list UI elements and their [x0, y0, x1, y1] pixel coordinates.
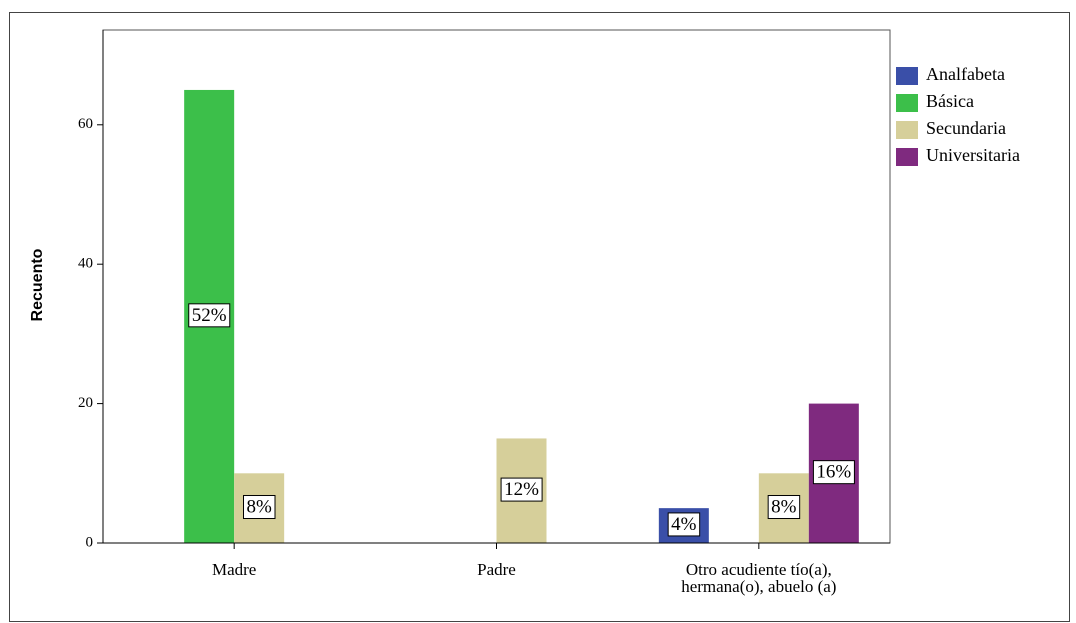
y-tick-label: 40	[78, 256, 93, 272]
value-label: 52%	[188, 303, 231, 328]
x-tick-label: Otro acudiente tío(a), hermana(o), abuelo…	[681, 560, 836, 596]
value-label: 4%	[667, 512, 701, 537]
value-label-text: 16%	[816, 462, 851, 483]
legend-swatch	[896, 148, 918, 166]
y-tick-label: 60	[78, 116, 93, 132]
legend-swatch	[896, 121, 918, 139]
x-tick-label-line: hermana(o), abuelo (a)	[681, 577, 836, 596]
x-tick-label-line: Padre	[477, 560, 516, 579]
value-label: 12%	[500, 477, 543, 502]
frame	[9, 12, 1070, 622]
value-label-text: 8%	[247, 497, 273, 518]
value-label-box	[667, 512, 701, 537]
y-tick-label: 20	[78, 395, 93, 411]
value-label-text: 4%	[671, 514, 697, 535]
value-label: 8%	[243, 495, 276, 520]
x-tick-label-line: Otro acudiente tío(a),	[686, 560, 832, 579]
value-label-box	[767, 495, 801, 520]
value-label-box	[188, 303, 231, 328]
value-label: 16%	[812, 460, 855, 485]
value-label-box	[243, 495, 276, 520]
value-label-box	[500, 477, 543, 502]
value-label: 8%	[767, 495, 801, 520]
x-tick-label: Madre	[212, 560, 256, 579]
legend-label: Universitaria	[926, 145, 1020, 165]
legend-swatch	[896, 67, 918, 85]
x-tick-label: Padre	[477, 560, 516, 579]
legend-swatch	[896, 94, 918, 112]
legend-label: Secundaria	[926, 118, 1006, 138]
y-tick-label: 0	[86, 534, 94, 550]
value-label-box	[812, 460, 855, 485]
value-label-text: 8%	[771, 497, 797, 518]
legend-label: Básica	[926, 91, 974, 111]
value-label-text: 12%	[504, 479, 539, 500]
legend-label: Analfabeta	[926, 64, 1005, 84]
value-label-text: 52%	[192, 305, 227, 326]
y-axis-label: Recuento	[29, 248, 46, 321]
x-tick-label-line: Madre	[212, 560, 256, 579]
